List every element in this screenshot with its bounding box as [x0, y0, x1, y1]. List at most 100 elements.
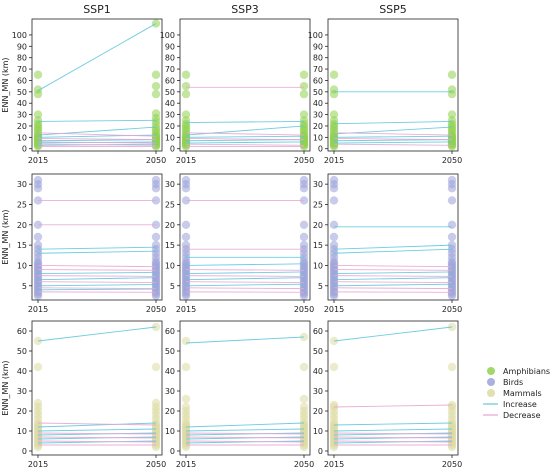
- point-2015: [181, 362, 191, 372]
- trend-line-decrease: [185, 440, 305, 443]
- axes-frame: [327, 18, 459, 152]
- point-2015: [181, 402, 191, 412]
- point-2015: [329, 220, 339, 230]
- y-tick-label: 25: [313, 200, 323, 209]
- legend-label-mammals: Mammals: [503, 389, 542, 398]
- y-tick-label: 30: [313, 180, 323, 189]
- trend-line-decrease: [333, 440, 453, 443]
- point-2015: [181, 240, 191, 250]
- point-2015: [181, 220, 191, 230]
- trend-line-increase: [185, 271, 305, 275]
- point-2015: [181, 89, 191, 99]
- trend-line-increase: [37, 326, 157, 342]
- point-2015: [181, 70, 191, 79]
- trend-line-increase: [333, 244, 453, 250]
- y-tick-label: 10: [17, 133, 27, 142]
- point-2050: [151, 89, 161, 99]
- y-tick-label: 50: [165, 88, 175, 97]
- x-tick-label: 2050: [442, 156, 462, 165]
- x-tick-label: 2015: [176, 305, 196, 314]
- trend-line-decrease: [333, 436, 453, 439]
- point-2050: [299, 362, 309, 372]
- trend-line-decrease: [37, 132, 157, 137]
- y-tick-label: 30: [17, 180, 27, 189]
- point-2050: [151, 70, 161, 79]
- y-tick-label: 15: [165, 241, 175, 250]
- y-tick-label: 80: [165, 54, 175, 63]
- point-2015: [33, 362, 43, 372]
- trend-line-increase: [185, 263, 305, 266]
- point-2015: [181, 336, 191, 346]
- trend-line-increase: [185, 120, 305, 124]
- point-2015: [181, 394, 191, 404]
- y-tick-label: 60: [313, 327, 323, 336]
- trend-line-decrease: [185, 132, 305, 136]
- point-2015: [181, 232, 191, 242]
- trend-line-decrease: [185, 287, 305, 290]
- point-2015: [329, 196, 339, 205]
- x-tick-label: 2015: [176, 460, 196, 468]
- trend-line-decrease: [333, 281, 453, 283]
- y-tick-label: 5: [170, 282, 175, 291]
- point-2050: [151, 81, 161, 91]
- y-tick-label: 50: [313, 347, 323, 356]
- trend-line-decrease: [37, 436, 157, 439]
- trend-line-decrease: [333, 404, 453, 408]
- trend-line-increase: [37, 126, 157, 136]
- point-2015: [329, 232, 339, 242]
- point-2015: [329, 400, 339, 410]
- y-tick-label: 90: [165, 42, 175, 51]
- axes-frame: [31, 18, 163, 152]
- y-tick-label: 50: [17, 88, 27, 97]
- trend-line-increase: [185, 141, 305, 144]
- y-tick-label: 40: [165, 367, 175, 376]
- y-tick-label: 20: [165, 122, 175, 131]
- trend-line-decrease: [333, 275, 453, 277]
- point-2015: [329, 240, 339, 250]
- y-tick-label: 20: [313, 407, 323, 416]
- point-2015: [33, 110, 43, 119]
- trend-line-increase: [37, 271, 157, 275]
- trend-line-increase: [37, 422, 157, 428]
- trend-line-increase: [37, 432, 157, 436]
- y-tick-label: 80: [313, 54, 323, 63]
- trend-line-increase: [333, 283, 453, 287]
- point-2050: [447, 362, 457, 372]
- x-tick-label: 2015: [324, 305, 344, 314]
- trend-line-increase: [185, 135, 305, 138]
- y-tick-label: 30: [165, 180, 175, 189]
- y-tick-label: 10: [17, 261, 27, 270]
- trend-line-increase: [185, 277, 305, 281]
- y-tick-label: 50: [165, 347, 175, 356]
- trend-line-decrease: [37, 141, 157, 144]
- y-tick-label: 0: [170, 447, 175, 456]
- axes-frame: [31, 320, 163, 456]
- y-tick-label: 30: [165, 111, 175, 120]
- x-tick-label: 2050: [294, 460, 314, 468]
- y-tick-label: 100: [12, 31, 27, 40]
- y-tick-label: 50: [17, 347, 27, 356]
- point-2015: [33, 175, 43, 185]
- point-2015: [181, 81, 191, 91]
- trend-line-increase: [333, 135, 453, 138]
- trend-line-increase: [333, 440, 453, 444]
- x-tick-label: 2050: [294, 156, 314, 165]
- x-tick-label: 2015: [324, 460, 344, 468]
- point-2015: [33, 70, 43, 79]
- y-tick-label: 25: [17, 200, 27, 209]
- y-tick-label: 0: [170, 145, 175, 154]
- y-tick-label: 5: [318, 282, 323, 291]
- trend-line-decrease: [333, 132, 453, 136]
- x-tick-label: 2015: [324, 156, 344, 165]
- trend-line-increase: [333, 277, 453, 281]
- panel-title: SSP5: [379, 3, 407, 16]
- point-2050: [151, 398, 161, 408]
- axes-frame: [179, 173, 311, 301]
- trend-line-increase: [37, 436, 157, 440]
- trend-line-decrease: [37, 432, 157, 435]
- trend-line-decrease: [37, 269, 157, 271]
- point-2050: [299, 220, 309, 230]
- legend-label-increase: Increase: [503, 400, 537, 409]
- x-tick-label: 2050: [146, 305, 166, 314]
- legend-marker-birds: [487, 378, 495, 386]
